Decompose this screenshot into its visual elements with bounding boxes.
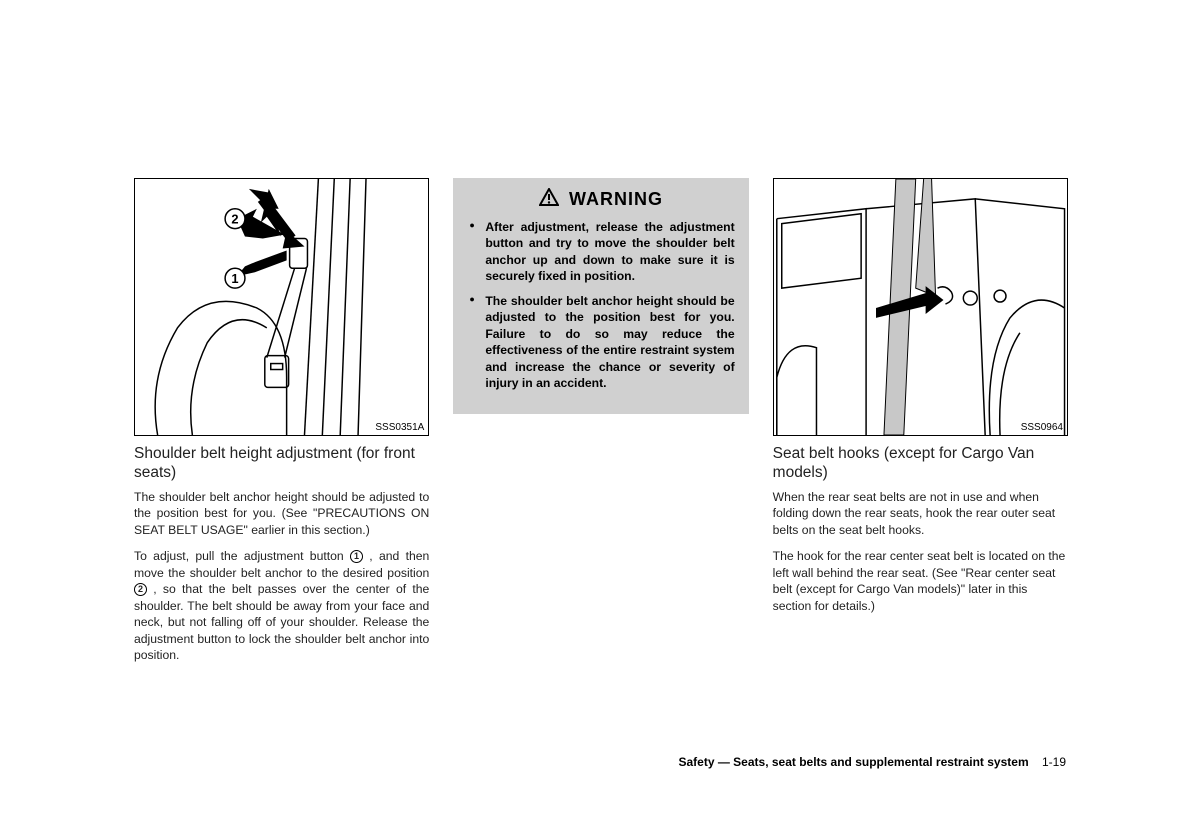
footer-page-number: 1-19 bbox=[1042, 755, 1066, 769]
footer-section: Safety — Seats, seat belts and supplemen… bbox=[678, 755, 1028, 769]
para-hooks-2: The hook for the rear center seat belt i… bbox=[773, 548, 1068, 614]
p2-seg-c: , so that the belt passes over the cente… bbox=[134, 582, 429, 662]
callout-1: 1 bbox=[231, 271, 238, 286]
para-hooks-1: When the rear seat belts are not in use … bbox=[773, 489, 1068, 538]
page-footer: Safety — Seats, seat belts and supplemen… bbox=[678, 755, 1066, 769]
p2-seg-a: To adjust, pull the adjustment button bbox=[134, 549, 350, 563]
para-shoulder-2: To adjust, pull the adjustment button 1 … bbox=[134, 548, 429, 663]
warning-heading: WARNING bbox=[467, 188, 734, 211]
figure-shoulder-belt: 1 2 SSS0351A bbox=[134, 178, 429, 436]
seatbelt-hooks-illustration bbox=[774, 179, 1067, 435]
warning-box: WARNING After adjustment, release the ad… bbox=[453, 178, 748, 414]
warning-list: After adjustment, release the adjustment… bbox=[467, 219, 734, 392]
column-left: 1 2 SSS0351A Shoulder belt height adjust… bbox=[134, 178, 429, 673]
warning-label: WARNING bbox=[569, 189, 663, 210]
page-content: 1 2 SSS0351A Shoulder belt height adjust… bbox=[134, 178, 1068, 673]
column-center: WARNING After adjustment, release the ad… bbox=[453, 178, 748, 673]
figure-seatbelt-hooks: SSS0964 bbox=[773, 178, 1068, 436]
callout-2: 2 bbox=[231, 212, 238, 227]
shoulder-belt-illustration: 1 2 bbox=[135, 179, 428, 435]
subhead-shoulder-belt: Shoulder belt height adjustment (for fro… bbox=[134, 444, 429, 483]
warning-triangle-icon bbox=[539, 188, 559, 211]
warning-bullet-2: The shoulder belt anchor height should b… bbox=[467, 293, 734, 392]
figure-code-right: SSS0964 bbox=[1021, 422, 1063, 433]
para-shoulder-1: The shoulder belt anchor height should b… bbox=[134, 489, 429, 538]
inline-callout-1: 1 bbox=[350, 550, 363, 563]
warning-bullet-1: After adjustment, release the adjustment… bbox=[467, 219, 734, 285]
column-right: SSS0964 Seat belt hooks (except for Carg… bbox=[773, 178, 1068, 673]
inline-callout-2: 2 bbox=[134, 583, 147, 596]
figure-code-left: SSS0351A bbox=[375, 422, 424, 433]
subhead-hooks: Seat belt hooks (except for Cargo Van mo… bbox=[773, 444, 1068, 483]
